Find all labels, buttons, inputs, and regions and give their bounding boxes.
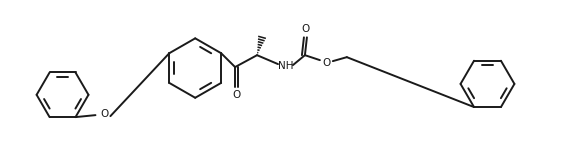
Text: O: O — [302, 24, 310, 34]
Text: O: O — [232, 90, 240, 100]
Text: NH: NH — [278, 61, 294, 71]
Text: O: O — [100, 109, 108, 119]
Text: O: O — [323, 58, 331, 68]
